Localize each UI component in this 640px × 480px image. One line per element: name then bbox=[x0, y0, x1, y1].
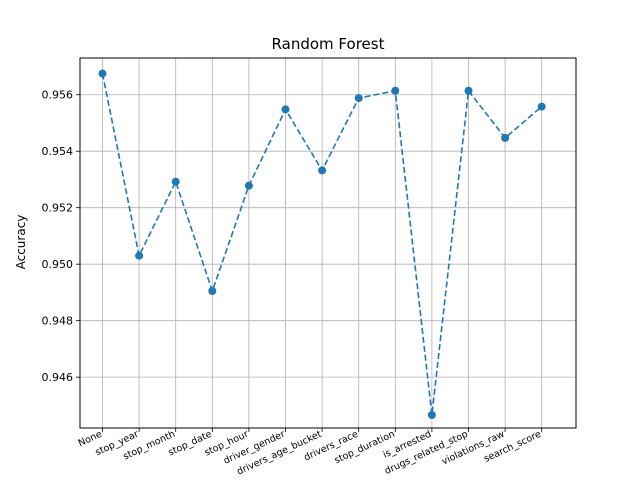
y-tick-label: 0.952 bbox=[42, 202, 74, 215]
data-point bbox=[354, 94, 363, 103]
data-point bbox=[391, 86, 400, 95]
y-tick-label: 0.948 bbox=[42, 315, 74, 328]
data-point bbox=[135, 251, 144, 260]
axes bbox=[76, 94, 543, 432]
plot-frame bbox=[79, 57, 577, 429]
y-tick-label: 0.954 bbox=[42, 145, 74, 158]
data-point bbox=[281, 105, 290, 114]
data-point bbox=[171, 177, 180, 186]
data-point bbox=[98, 69, 107, 78]
series-accuracy bbox=[98, 69, 546, 420]
data-point bbox=[501, 133, 510, 142]
y-tick-label: 0.946 bbox=[42, 371, 74, 384]
y-tick-label: 0.950 bbox=[42, 258, 74, 271]
data-point bbox=[427, 411, 436, 420]
grid bbox=[80, 58, 576, 428]
chart-title: Random Forest bbox=[272, 35, 385, 53]
data-point bbox=[464, 86, 473, 95]
data-point bbox=[244, 181, 253, 190]
data-point bbox=[537, 102, 546, 111]
data-point bbox=[318, 166, 327, 175]
y-axis-label: Accuracy bbox=[14, 215, 28, 270]
data-point bbox=[208, 287, 217, 296]
y-tick-label: 0.956 bbox=[42, 89, 74, 102]
